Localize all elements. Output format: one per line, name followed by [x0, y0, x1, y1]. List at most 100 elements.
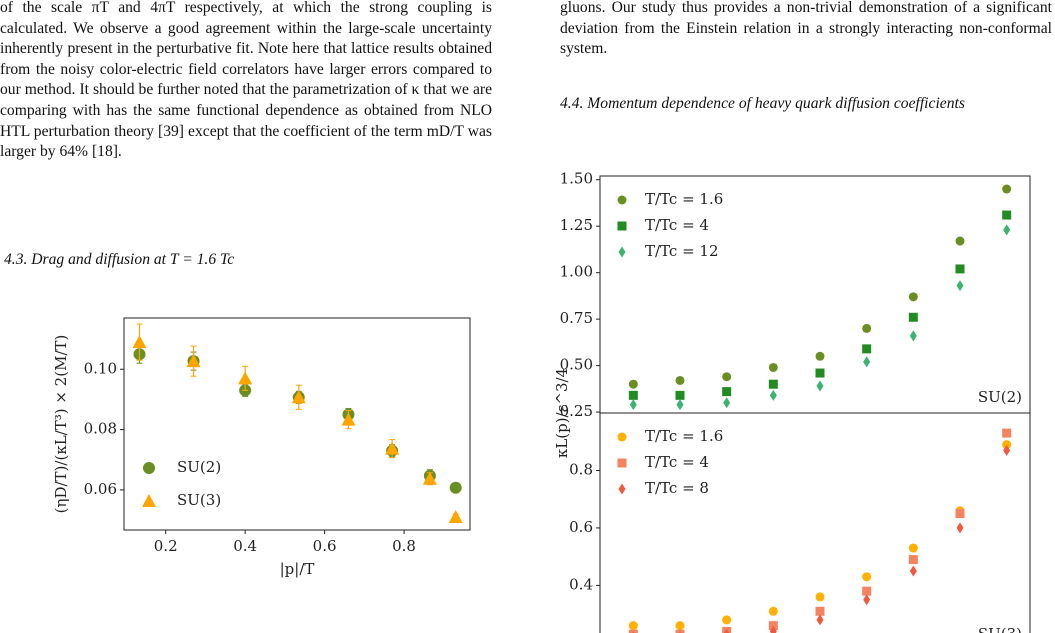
marker [955, 509, 965, 519]
marker [723, 397, 731, 409]
y-tick-label: 0.75 [560, 309, 593, 327]
marker [291, 390, 306, 404]
y-tick-label: 0.08 [84, 420, 117, 438]
marker [1002, 440, 1012, 450]
legend-marker [143, 462, 155, 474]
y-tick-label: 0.4 [569, 575, 593, 593]
section-heading: 4.4. Momentum dependence of heavy quark … [560, 95, 965, 112]
marker [909, 330, 917, 342]
legend-marker [142, 494, 156, 507]
marker [132, 335, 147, 349]
marker [768, 362, 778, 372]
legend-swatch [617, 458, 627, 468]
marker [628, 621, 638, 631]
x-tick-label: 0.6 [313, 537, 337, 555]
marker [815, 351, 825, 361]
legend-marker [617, 432, 627, 442]
marker [955, 264, 965, 274]
y-tick-label: 0.6 [569, 518, 593, 536]
y-tick-label: 0.10 [84, 359, 117, 377]
marker [769, 389, 777, 401]
y-tick-label: 0.06 [84, 480, 117, 498]
legend-swatch [617, 195, 627, 205]
marker [768, 606, 778, 616]
marker [449, 481, 462, 494]
marker [676, 399, 684, 411]
plot-frame [123, 317, 471, 531]
legend-marker [617, 458, 627, 468]
plot-frame [599, 175, 1031, 414]
y-tick-label: 1.50 [560, 170, 593, 188]
x-tick-label: 0.8 [392, 537, 416, 555]
legend-swatch [618, 483, 626, 495]
marker [1002, 428, 1012, 438]
y-axis-label: κL(p)/ε^3/4 [553, 368, 571, 458]
marker [863, 356, 871, 368]
marker [908, 312, 918, 322]
marker [722, 387, 732, 397]
x-tick-label: 0.2 [154, 537, 178, 555]
panel-label: SU(2) [978, 388, 1022, 406]
marker [675, 375, 685, 385]
legend-label: T/Tc = 8 [645, 479, 709, 497]
y-tick-label: 1.25 [560, 216, 593, 234]
marker [448, 510, 463, 524]
marker [909, 565, 917, 577]
marker [862, 323, 872, 333]
legend-label: T/Tc = 1.6 [645, 427, 723, 445]
x-axis-label: |p|/T [280, 560, 315, 578]
marker [908, 555, 918, 565]
marker [186, 354, 201, 368]
x-tick-label: 0.4 [233, 537, 257, 555]
y-axis-label: (ηD/T)/(κL/T³) × 2(M/T) [52, 335, 70, 514]
y-tick-label: 1.00 [560, 263, 593, 281]
legend-label: T/Tc = 4 [645, 453, 709, 471]
legend-label: SU(3) [177, 491, 221, 509]
marker [628, 629, 638, 633]
marker [769, 625, 777, 633]
legend-swatch [143, 462, 155, 474]
legend-swatch [617, 221, 627, 231]
marker [385, 441, 400, 455]
marker [722, 615, 732, 625]
marker [238, 371, 253, 385]
marker [675, 621, 685, 631]
legend-swatch [617, 432, 627, 442]
marker [1002, 210, 1012, 220]
marker [956, 522, 964, 534]
legend-label: SU(2) [177, 458, 221, 476]
marker [422, 471, 437, 485]
marker [862, 344, 872, 354]
plot-frame [599, 412, 1031, 633]
legend-marker [617, 195, 627, 205]
marker [816, 380, 824, 392]
marker [768, 379, 778, 389]
paragraph: gluons. Our study thus provides a non-tr… [560, 0, 1052, 58]
marker [1002, 184, 1012, 194]
marker [768, 621, 778, 631]
marker [862, 586, 872, 596]
legend-swatch [142, 494, 156, 507]
marker [723, 628, 730, 633]
marker [863, 594, 871, 606]
panel-label: SU(3) [978, 625, 1022, 633]
section-heading: 4.3. Drag and diffusion at T = 1.6 Tc [4, 251, 235, 268]
marker [908, 543, 918, 553]
marker [629, 399, 637, 411]
y-tick-label: 0.8 [569, 460, 593, 478]
marker [956, 280, 964, 292]
legend-label: T/Tc = 1.6 [645, 190, 723, 208]
marker [675, 629, 685, 633]
marker [815, 592, 825, 602]
marker [675, 390, 685, 400]
marker [628, 390, 638, 400]
marker [955, 236, 965, 246]
y-tick-label: 0.50 [560, 356, 593, 374]
marker [815, 606, 825, 616]
y-tick-label: 0.25 [560, 402, 593, 420]
marker [1003, 444, 1011, 456]
marker [341, 412, 356, 426]
marker [862, 572, 872, 582]
legend-label: T/Tc = 12 [645, 242, 719, 260]
